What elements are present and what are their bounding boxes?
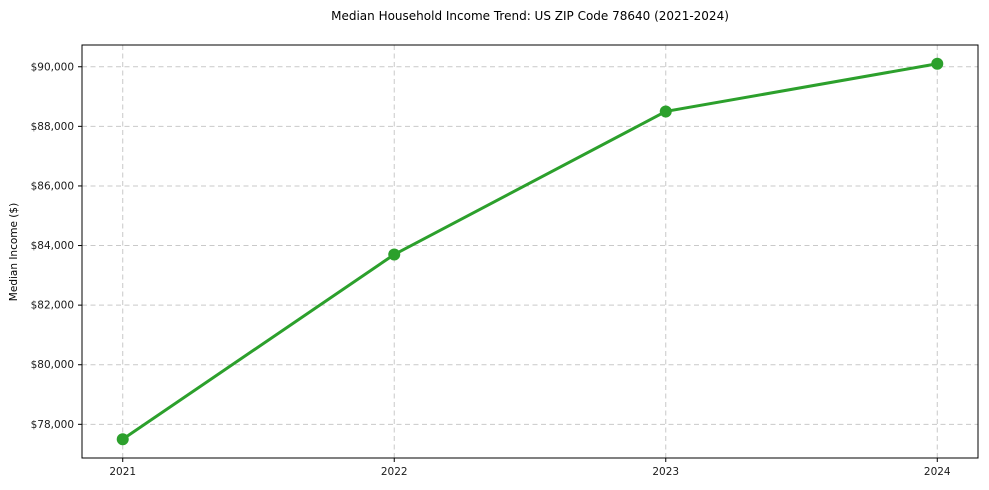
x-tick-label: 2021	[109, 466, 136, 478]
y-tick-label: $86,000	[31, 180, 74, 192]
y-tick-label: $82,000	[31, 300, 74, 312]
y-tick-label: $78,000	[31, 419, 74, 431]
plot-border	[81, 44, 979, 459]
y-tick-label: $84,000	[31, 240, 74, 252]
x-tick-label: 2022	[381, 466, 408, 478]
data-point-2023	[659, 105, 672, 118]
data-point-2021	[116, 433, 129, 446]
data-point-2024	[931, 57, 944, 70]
y-tick-label: $80,000	[31, 359, 74, 371]
data-point-2022	[388, 248, 401, 261]
x-tick-label: 2023	[652, 466, 679, 478]
x-tick-label: 2024	[924, 466, 951, 478]
y-tick-label: $88,000	[31, 121, 74, 133]
chart-title: Median Household Income Trend: US ZIP Co…	[331, 9, 729, 23]
income-trend-line	[121, 62, 939, 441]
y-tick-label: $90,000	[31, 61, 74, 73]
